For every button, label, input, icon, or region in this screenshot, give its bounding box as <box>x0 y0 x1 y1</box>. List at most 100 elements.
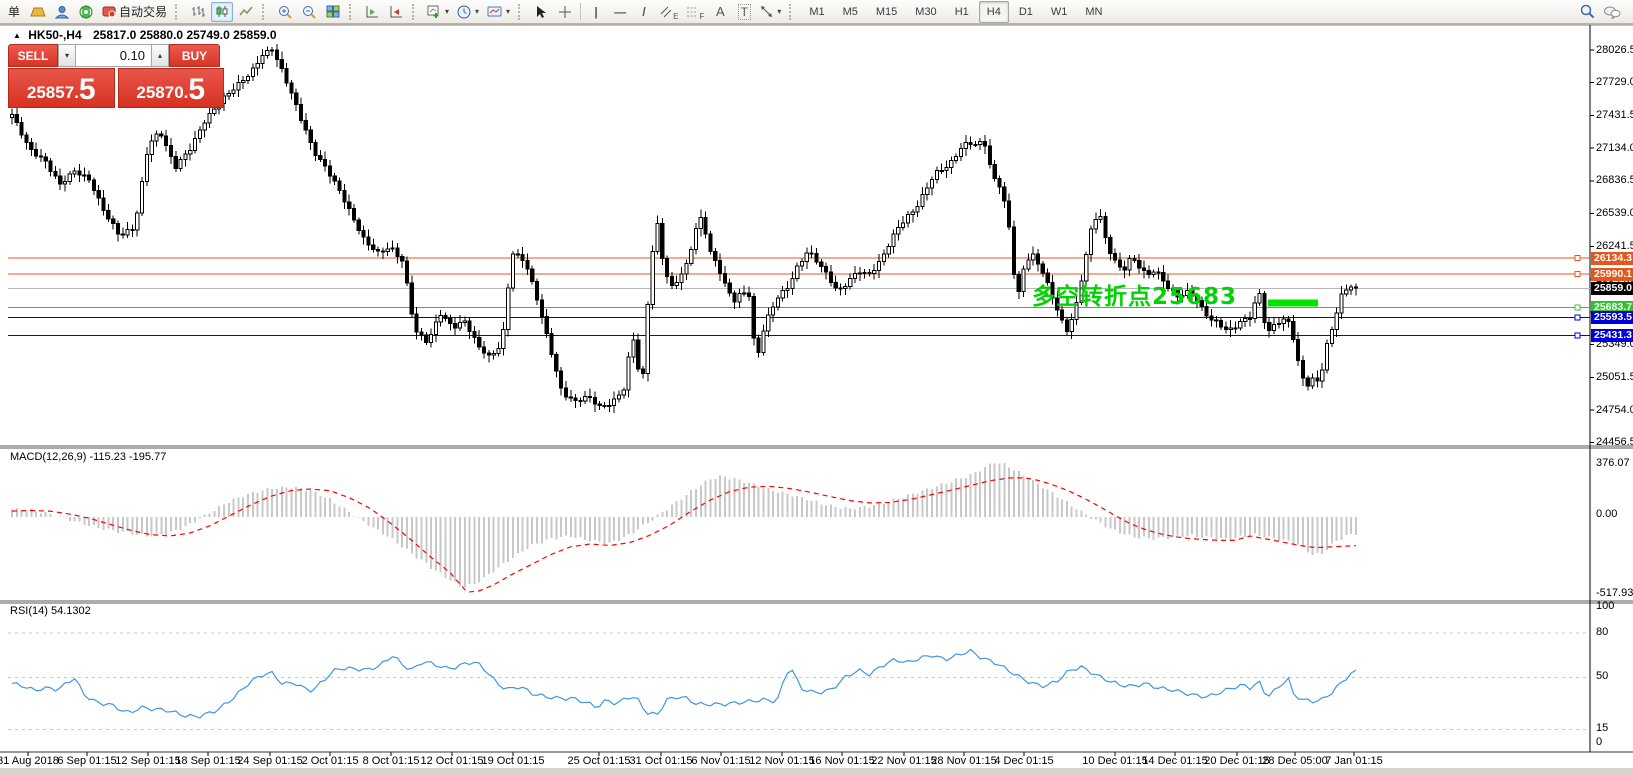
toolbar-grip <box>518 3 525 20</box>
toolbar-grip <box>789 3 796 20</box>
rsi-scale-label: 0 <box>1596 735 1603 748</box>
zoom-out-button[interactable] <box>298 2 320 22</box>
text-label-tool-button[interactable]: T <box>733 2 755 22</box>
y-axis-tick-label: 26539.0 <box>1596 207 1633 220</box>
macd-scale-label: 0.00 <box>1596 507 1618 520</box>
toolbar-separator <box>580 3 582 20</box>
x-axis-tick-label: 20 Dec 01:15 <box>1204 755 1270 767</box>
vertical-line-tool-button[interactable]: | <box>594 4 598 19</box>
toolbar-grip <box>175 3 182 20</box>
period-button[interactable]: ▾ <box>454 2 482 22</box>
line-chart-icon <box>239 6 253 16</box>
signal-icon[interactable] <box>75 2 97 22</box>
candlestick-chart-type-button[interactable] <box>211 1 234 22</box>
zoom-out-icon <box>303 5 316 19</box>
channel-tool-button[interactable]: E <box>657 2 681 22</box>
person-icon <box>55 5 69 18</box>
new-chart-button[interactable]: ▾ <box>424 2 452 22</box>
one-click-trade-panel: SELL ▾ ▴ BUY 25857.5 25870.5 <box>8 44 224 108</box>
text-tool-button[interactable]: A <box>715 4 725 19</box>
zoom-in-icon <box>279 5 292 19</box>
timeframe-m15[interactable]: M15 <box>875 5 898 18</box>
fibonacci-tool-button[interactable]: F <box>683 2 707 22</box>
ohlc-close: 25859.0 <box>233 28 277 42</box>
x-axis-tick-label: 14 Dec 01:15 <box>1142 755 1208 767</box>
y-axis-tick-label: 24754.0 <box>1596 403 1633 416</box>
level-price-label: 25990.1 <box>1591 267 1633 281</box>
sell-price-box[interactable]: 25857. 5 <box>8 68 115 108</box>
timeframe-mn[interactable]: MN <box>1085 5 1103 18</box>
buy-button[interactable]: BUY <box>169 44 220 67</box>
toolbar-right-group <box>1575 2 1625 22</box>
buy-price-box[interactable]: 25870. 5 <box>117 68 224 108</box>
timeframe-w1[interactable]: W1 <box>1050 5 1068 18</box>
volume-decrease-button[interactable]: ▾ <box>58 44 76 67</box>
levels-layer[interactable] <box>8 255 1590 339</box>
chart-text-annotation[interactable]: 多空转折点25683 <box>1032 284 1238 310</box>
chat-icon <box>1604 6 1621 19</box>
cursor-tool-button[interactable] <box>530 2 552 22</box>
indicator-window-button[interactable] <box>361 2 383 22</box>
profile-icon[interactable] <box>51 2 73 22</box>
zoom-in-button[interactable] <box>274 2 296 22</box>
broadcast-icon <box>79 5 93 18</box>
search-button[interactable] <box>1576 2 1598 22</box>
crosshair-tool-button[interactable] <box>554 2 576 22</box>
depth-of-market-button[interactable] <box>385 2 407 22</box>
ohlc-low: 25749.0 <box>186 28 230 42</box>
timeframe-m5[interactable]: M5 <box>842 5 858 18</box>
timeframe-h4[interactable]: H4 <box>978 0 1009 23</box>
timeframe-group: M1 M5 M15 M30 H1 H4 D1 W1 MN <box>800 0 1111 23</box>
y-axis-tick-label: 27729.0 <box>1596 76 1633 89</box>
x-axis-tick-label: 2 Oct 01:15 <box>301 755 359 767</box>
sell-button[interactable]: SELL <box>8 44 58 67</box>
chart-title: ▲ HK50-,H4 25817.0 25880.0 25749.0 25859… <box>13 28 277 42</box>
x-axis-tick-label: 12 Nov 01:15 <box>749 755 815 767</box>
x-axis-tick-label: 24 Sep 01:15 <box>237 755 303 767</box>
arrows-tool-button[interactable]: ▾ <box>757 2 784 22</box>
x-axis-tick-label: 25 Oct 01:15 <box>567 755 631 767</box>
toolbar-grip <box>412 3 419 20</box>
horizontal-line-tool-button[interactable]: — <box>614 4 627 19</box>
timeframe-m1[interactable]: M1 <box>809 5 825 18</box>
clock-icon <box>457 5 471 18</box>
x-axis-tick-label: 6 Nov 01:15 <box>691 755 751 767</box>
x-axis-tick-label: 16 Nov 01:15 <box>809 755 875 767</box>
channel-icon <box>660 6 672 17</box>
x-axis-tick-label: 12 Sep 01:15 <box>115 755 181 767</box>
y-axis-tick-label: 25051.5 <box>1596 370 1633 383</box>
level-price-label: 25431.3 <box>1591 329 1633 342</box>
timeframe-m30[interactable]: M30 <box>915 5 937 18</box>
y-axis-tick-label: 24456.5 <box>1596 436 1633 449</box>
depth-of-market-icon <box>390 6 403 18</box>
x-axis-tick-label: 28 Dec 05:00 <box>1262 755 1328 767</box>
level-price-label: 26134.3 <box>1591 251 1633 265</box>
timeframe-h1[interactable]: H1 <box>954 5 969 18</box>
level-price-label: 25593.5 <box>1591 311 1633 325</box>
toolbar-grip <box>262 3 269 20</box>
gold-icon[interactable] <box>27 2 49 22</box>
bar-chart-type-button[interactable] <box>187 2 209 22</box>
volume-input[interactable] <box>76 44 151 67</box>
autotrading-button[interactable]: 自动交易 <box>99 2 170 22</box>
volume-increase-button[interactable]: ▴ <box>151 44 169 67</box>
indicator-window-icon <box>366 6 379 18</box>
cursor-icon <box>537 5 547 18</box>
x-axis-tick-label: 4 Dec 01:15 <box>994 755 1054 767</box>
window-collapse-icon: ▲ <box>13 31 21 40</box>
template-button[interactable]: ▾ <box>484 2 513 22</box>
x-axis-tick-label: 10 Dec 01:15 <box>1082 755 1148 767</box>
new-order-button[interactable]: 单 <box>7 5 20 19</box>
timeframe-d1[interactable]: D1 <box>1018 5 1033 18</box>
y-axis-tick-label: 27134.0 <box>1596 141 1633 154</box>
line-chart-type-button[interactable] <box>235 2 257 22</box>
tile-windows-icon <box>326 5 340 18</box>
tile-windows-button[interactable] <box>322 2 344 22</box>
x-axis-tick-label: 19 Oct 01:15 <box>481 755 545 767</box>
axes-layer <box>0 25 1633 756</box>
rsi-indicator-label: RSI(14) 54.1302 <box>10 605 91 617</box>
arrows-icon <box>761 6 773 17</box>
chat-button[interactable] <box>1600 2 1624 22</box>
trendline-tool-button[interactable]: / <box>642 4 646 19</box>
